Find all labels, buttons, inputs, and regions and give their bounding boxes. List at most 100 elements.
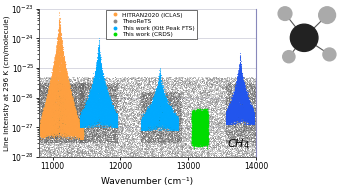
Point <box>150 108 156 111</box>
Point <box>224 116 230 119</box>
Point <box>72 129 78 132</box>
Point <box>111 115 117 118</box>
Point <box>244 101 250 104</box>
Point <box>133 150 138 153</box>
Point <box>90 104 95 107</box>
Point <box>249 103 254 106</box>
Point <box>168 119 174 122</box>
Point <box>238 80 244 83</box>
Point <box>79 133 85 136</box>
Point <box>68 95 73 98</box>
Point <box>42 118 48 121</box>
Point <box>80 112 86 115</box>
Point <box>53 64 58 67</box>
Point <box>43 115 49 118</box>
Point <box>46 124 52 127</box>
Point <box>42 115 48 118</box>
Point <box>151 121 157 124</box>
Point <box>56 94 61 97</box>
Point <box>54 118 59 121</box>
Point <box>80 138 86 141</box>
Point <box>102 92 108 95</box>
Point <box>43 121 49 124</box>
Point <box>69 116 74 119</box>
Point <box>242 86 247 89</box>
Point <box>51 64 57 67</box>
Point <box>185 134 191 137</box>
Point <box>78 135 83 138</box>
Point <box>38 98 44 101</box>
Point <box>249 97 255 100</box>
Point <box>75 132 81 135</box>
Point <box>87 94 93 97</box>
Point <box>248 114 253 117</box>
Point <box>72 77 78 80</box>
Point <box>148 110 153 113</box>
Point <box>61 119 67 122</box>
Point <box>209 124 214 127</box>
Point <box>77 128 83 131</box>
Point <box>237 72 243 75</box>
Point <box>162 105 168 108</box>
Point <box>149 105 155 108</box>
Point <box>210 81 215 84</box>
Point <box>49 94 54 97</box>
Point <box>48 89 54 92</box>
Point <box>240 87 246 90</box>
Point <box>104 104 109 107</box>
Point <box>244 110 250 113</box>
Point <box>118 122 124 125</box>
Point <box>61 130 66 133</box>
Point <box>85 130 90 133</box>
Point <box>107 118 113 121</box>
Point <box>42 103 48 106</box>
Point <box>41 127 47 130</box>
Point <box>100 117 106 120</box>
Point <box>55 57 60 60</box>
Point <box>58 68 64 71</box>
Point <box>72 132 78 135</box>
Point <box>169 124 175 127</box>
Point <box>157 117 163 120</box>
Point <box>50 95 55 98</box>
Point <box>119 91 125 94</box>
Point <box>54 84 59 87</box>
Point <box>193 102 199 105</box>
Point <box>155 121 160 124</box>
Point <box>238 113 244 116</box>
Point <box>143 116 149 119</box>
Point <box>169 122 175 125</box>
Point <box>224 116 229 119</box>
Point <box>97 136 103 139</box>
Point <box>197 96 203 99</box>
Point <box>67 152 73 155</box>
Point <box>227 107 233 110</box>
Point <box>58 44 63 47</box>
Point <box>71 108 77 111</box>
Point <box>104 117 109 120</box>
Point <box>104 108 109 111</box>
Point <box>37 122 42 125</box>
Point <box>76 133 81 136</box>
Point <box>63 87 69 90</box>
Point <box>91 94 97 97</box>
Point <box>203 109 209 112</box>
Point <box>56 68 61 71</box>
Point <box>48 154 53 157</box>
Point <box>106 110 112 113</box>
Point <box>151 103 156 106</box>
Point <box>193 141 198 144</box>
Point <box>41 111 46 114</box>
Point <box>117 100 122 103</box>
Point <box>148 112 153 115</box>
Point <box>76 123 81 126</box>
Point <box>78 129 84 132</box>
Point <box>192 135 198 138</box>
Point <box>72 115 78 119</box>
Point <box>237 116 242 119</box>
Point <box>86 106 92 109</box>
Point <box>89 108 95 112</box>
Point <box>82 136 88 139</box>
Point <box>71 88 77 91</box>
Point <box>62 108 68 111</box>
